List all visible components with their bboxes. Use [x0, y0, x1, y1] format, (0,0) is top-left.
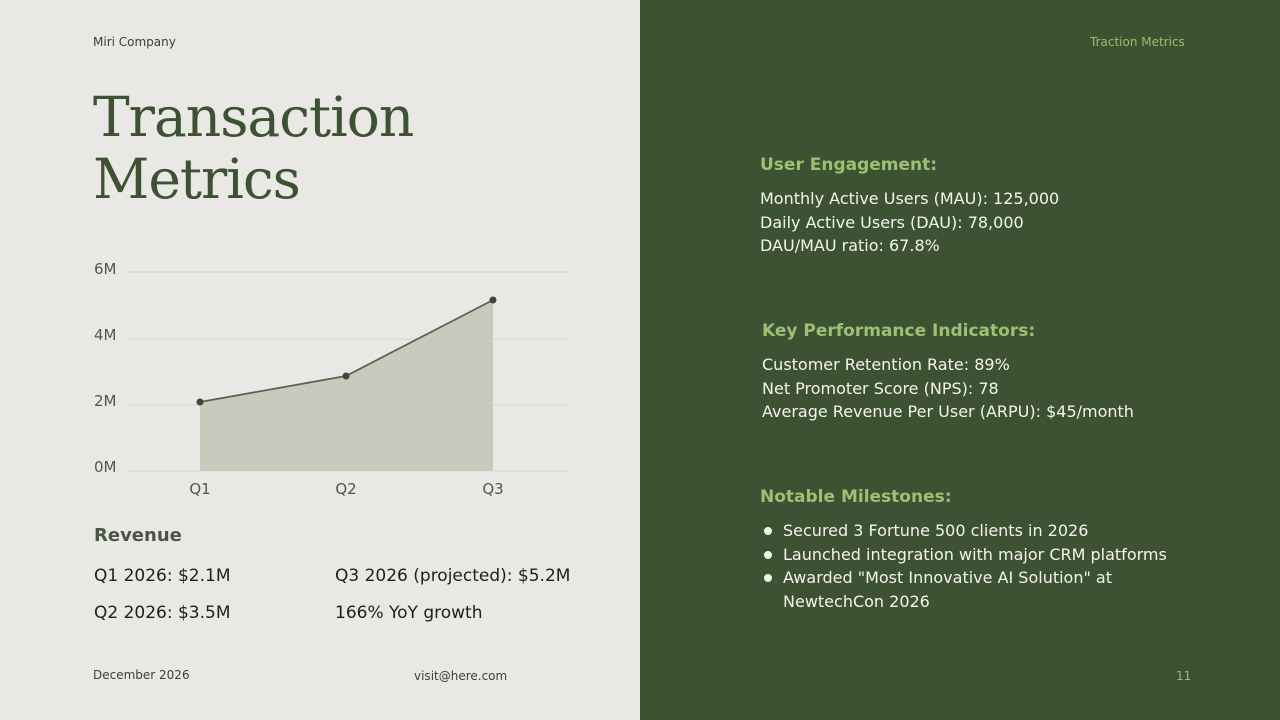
dau-mau-ratio-line: DAU/MAU ratio: 67.8%	[760, 236, 940, 255]
milestone-item: Secured 3 Fortune 500 clients in 2026	[760, 519, 1200, 543]
milestone-item: Launched integration with major CRM plat…	[760, 543, 1200, 567]
data-point-q1	[196, 398, 204, 406]
revenue-area-chart: 6M 4M 2M 0M Q1 Q2 Q3	[80, 250, 580, 510]
milestone-item: Awarded "Most Innovative AI Solution" at…	[760, 566, 1150, 613]
y-tick-2m: 2M	[94, 392, 117, 410]
company-name: Miri Company	[93, 35, 176, 49]
dau-line: Daily Active Users (DAU): 78,000	[760, 212, 1024, 232]
right-panel	[640, 0, 1280, 720]
user-engagement-heading: User Engagement:	[760, 155, 938, 175]
slide-title: Transaction Metrics	[93, 85, 414, 211]
left-panel: Miri Company Transaction Metrics 6M 4M 2…	[0, 0, 640, 720]
footer-email: visit@here.com	[414, 669, 508, 683]
kpi-heading: Key Performance Indicators:	[762, 321, 1036, 341]
revenue-q2: Q2 2026: $3.5M	[94, 603, 231, 623]
revenue-yoy-growth: 166% YoY growth	[335, 603, 483, 623]
bullet-icon	[764, 527, 772, 535]
x-tick-q2: Q2	[335, 480, 357, 498]
nps-line: Net Promoter Score (NPS): 78	[762, 378, 999, 398]
milestone-text: Secured 3 Fortune 500 clients in 2026	[783, 521, 1089, 540]
mau-line: Monthly Active Users (MAU): 125,000	[760, 189, 1060, 208]
section-label: Traction Metrics	[1090, 35, 1185, 49]
revenue-heading: Revenue	[94, 525, 182, 546]
revenue-q1: Q1 2026: $2.1M	[94, 566, 231, 586]
chart-plot	[128, 271, 568, 472]
bullet-icon	[764, 574, 772, 582]
retention-line: Customer Retention Rate: 89%	[762, 355, 1010, 374]
milestone-text: Awarded "Most Innovative AI Solution" at…	[783, 568, 1113, 611]
x-tick-q1: Q1	[189, 480, 211, 498]
milestones-heading: Notable Milestones:	[760, 487, 952, 507]
y-tick-0m: 0M	[94, 458, 117, 476]
page-number: 11	[1176, 669, 1192, 683]
arpu-line: Average Revenue Per User (ARPU): $45/mon…	[762, 402, 1134, 421]
y-tick-4m: 4M	[94, 326, 117, 344]
title-line-2: Metrics	[93, 147, 301, 211]
data-point-q2	[342, 372, 350, 380]
milestones-list: Secured 3 Fortune 500 clients in 2026 La…	[760, 519, 1200, 613]
milestones-section: Notable Milestones: Secured 3 Fortune 50…	[760, 487, 1200, 613]
milestone-text: Launched integration with major CRM plat…	[783, 544, 1167, 564]
bullet-icon	[764, 550, 772, 559]
title-line-1: Transaction	[93, 85, 414, 149]
x-tick-q3: Q3	[482, 480, 504, 498]
y-tick-6m: 6M	[94, 260, 117, 278]
revenue-q3-projected: Q3 2026 (projected): $5.2M	[335, 566, 571, 586]
data-point-q3	[489, 296, 497, 304]
user-engagement-section: User Engagement: Monthly Active Users (M…	[760, 155, 1059, 258]
kpi-section: Key Performance Indicators: Customer Ret…	[762, 321, 1134, 424]
area-fill	[200, 300, 493, 471]
footer-date: December 2026	[93, 668, 190, 682]
